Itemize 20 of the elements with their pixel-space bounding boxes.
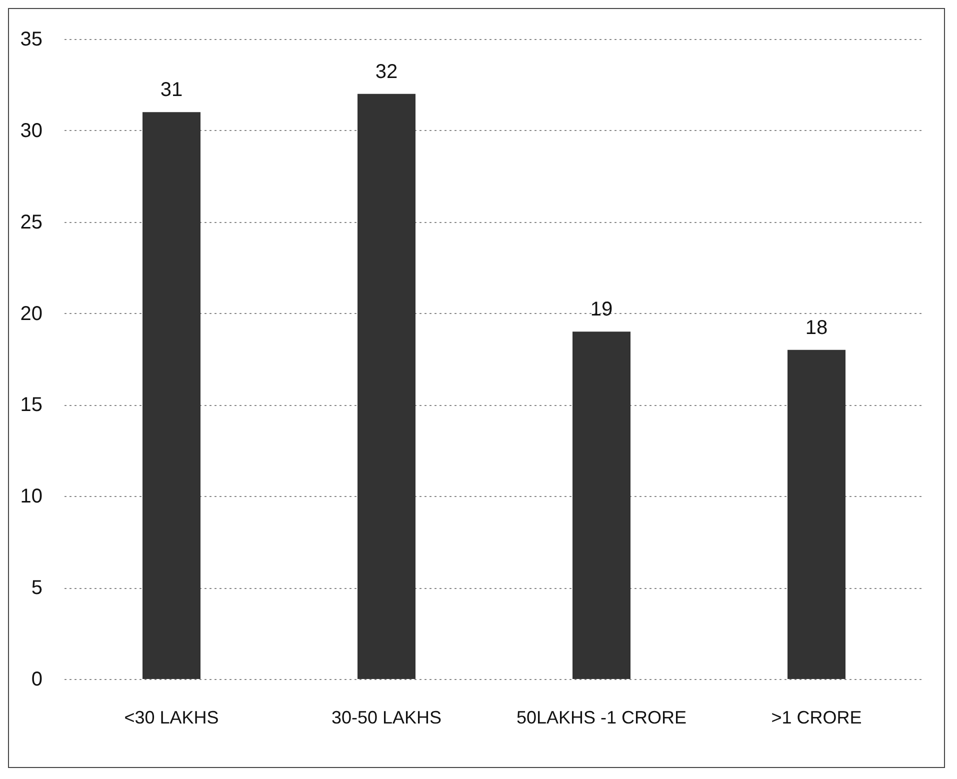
y-tick-label: 25 [20,211,42,234]
bar [788,350,846,679]
y-tick-label: 10 [20,486,42,508]
x-tick-label: <30 LAKHS [124,708,219,728]
y-tick-label: 20 [20,302,42,325]
bar [572,332,630,679]
y-tick-label: 15 [20,394,42,416]
y-tick-label: 30 [20,120,42,142]
y-tick-label: 35 [20,28,42,50]
data-label: 31 [160,79,183,102]
data-label: 32 [375,60,398,83]
x-tick-label: 30-50 LAKHS [331,708,442,728]
y-tick-label: 0 [31,668,42,690]
y-tick-label: 5 [31,577,42,600]
data-label: 19 [590,298,613,321]
bar [142,112,200,679]
data-label: 18 [805,316,828,339]
x-tick-label: 50LAKHS -1 CRORE [516,708,687,728]
bar [358,94,416,679]
x-tick-label: >1 CRORE [771,708,862,728]
